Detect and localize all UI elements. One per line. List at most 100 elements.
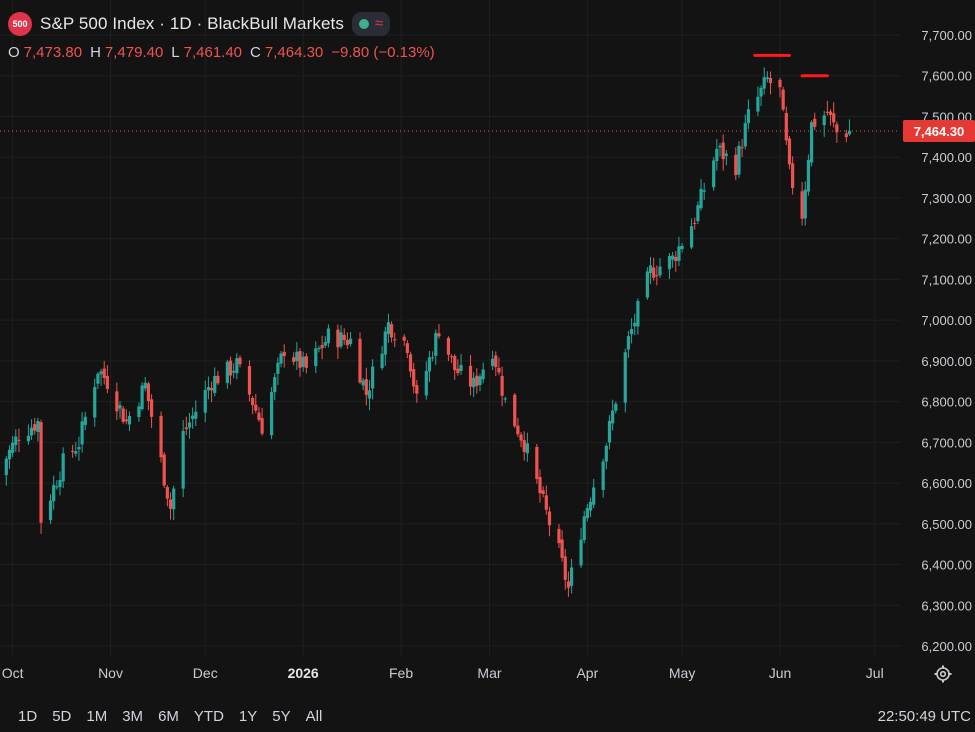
candle-body <box>235 358 239 374</box>
candle-body <box>96 373 100 384</box>
y-tick-label: 7,300.00 <box>921 191 972 206</box>
candle-body <box>14 436 18 446</box>
candle-body <box>803 189 807 219</box>
candle-body <box>689 226 694 248</box>
candle-body <box>251 398 255 406</box>
candle-body <box>475 375 479 386</box>
candle-body <box>655 275 659 277</box>
range-5d-button[interactable]: 5D <box>52 707 72 725</box>
symbol-badge[interactable]: 500 <box>8 12 32 36</box>
time-axis[interactable]: Oct Nov Dec 2026 Feb Mar Apr May Jun Jul <box>2 665 884 681</box>
candle-body <box>162 454 166 486</box>
candle-body <box>513 394 517 427</box>
candle-body <box>579 539 583 566</box>
y-tick-label: 7,600.00 <box>921 69 972 84</box>
candle-body <box>721 142 725 160</box>
candle-body <box>260 418 264 434</box>
candle-body <box>276 362 280 374</box>
high-value: 7,479.40 <box>104 44 164 61</box>
candle-body <box>743 123 747 147</box>
candle-body <box>80 421 84 445</box>
candle-body <box>301 356 305 367</box>
utc-clock[interactable]: 22:50:49 UTC <box>877 707 971 725</box>
candle-body <box>806 159 811 192</box>
candle-body <box>614 403 618 411</box>
candle-body <box>17 439 21 441</box>
candle-body <box>127 415 132 425</box>
symbol-title[interactable]: S&P 500 Index · 1D · BlackBull Markets <box>40 14 344 33</box>
candle-body <box>566 581 571 588</box>
low-value: 7,461.40 <box>183 44 243 61</box>
candle-body <box>629 329 634 335</box>
x-tick-label: Mar <box>477 665 501 681</box>
y-tick-label: 6,800.00 <box>921 395 972 410</box>
candle-body <box>225 361 229 384</box>
range-1y-button[interactable]: 1Y <box>238 707 258 725</box>
settings-gear-icon[interactable] <box>933 664 953 684</box>
last-price-tag: 7,464.30 <box>903 120 975 142</box>
range-5y-button[interactable]: 5Y <box>272 707 291 725</box>
candle-body <box>544 495 548 510</box>
candle-body <box>121 408 125 422</box>
candle-body <box>437 333 441 337</box>
candle-body <box>304 356 308 368</box>
candle-body <box>269 392 274 436</box>
candle-body <box>712 160 716 188</box>
range-selector: 1D 5D 1M 3M 6M YTD 1Y 5Y All <box>18 708 322 725</box>
candles <box>4 67 852 597</box>
candle-body <box>143 382 147 389</box>
candle-body <box>358 338 362 383</box>
candle-body <box>560 539 564 558</box>
y-tick-label: 6,900.00 <box>921 354 972 369</box>
market-status-pill[interactable]: ≈ <box>351 12 391 36</box>
candle-body <box>172 488 176 510</box>
candle-body <box>541 490 545 494</box>
candle-body <box>809 122 814 163</box>
candle-body <box>279 353 283 364</box>
candle-body <box>48 500 53 520</box>
range-all-button[interactable]: All <box>305 707 323 725</box>
range-6m-button[interactable]: 6M <box>158 707 179 725</box>
candle-body <box>380 353 384 368</box>
candle-body <box>746 109 751 124</box>
candle-body <box>832 113 836 123</box>
range-1m-button[interactable]: 1M <box>86 707 108 725</box>
candle-body <box>696 205 700 222</box>
range-ytd-button[interactable]: YTD <box>193 707 224 725</box>
price-chart[interactable]: 6,200.00 6,300.00 6,400.00 6,500.00 6,600.00… <box>0 0 975 700</box>
candle-body <box>55 486 59 488</box>
candle-body <box>648 265 653 274</box>
candle-body <box>652 267 656 278</box>
candle-body <box>715 148 719 162</box>
candle-body <box>607 420 612 443</box>
candle-body <box>393 339 397 341</box>
y-tick-label: 6,400.00 <box>921 558 972 573</box>
candle-body <box>146 383 151 402</box>
candle-body <box>525 443 529 454</box>
candle-body <box>844 133 848 138</box>
candle-body <box>412 369 416 387</box>
candle-body <box>326 328 331 344</box>
candle-body <box>472 377 476 388</box>
candle-body <box>604 445 608 462</box>
candle-body <box>636 301 640 327</box>
range-3m-button[interactable]: 3M <box>122 707 144 725</box>
candle-body <box>295 351 299 362</box>
x-tick-label: Feb <box>389 665 413 681</box>
candle-body <box>216 375 220 384</box>
candle-body <box>671 255 675 260</box>
candle-body <box>124 419 128 422</box>
candle-body <box>459 364 463 371</box>
y-tick-label: 6,600.00 <box>921 476 972 491</box>
candle-body <box>453 355 457 371</box>
candle-body <box>787 138 792 165</box>
candle-body <box>187 422 192 428</box>
candle-body <box>102 368 106 379</box>
price-axis[interactable]: 6,200.00 6,300.00 6,400.00 6,500.00 6,600.00… <box>921 28 972 654</box>
candle-body <box>835 124 839 133</box>
candle-body <box>58 480 62 488</box>
candle-body <box>181 430 185 489</box>
candle-body <box>737 145 741 175</box>
candle-body <box>415 385 419 394</box>
range-1d-button[interactable]: 1D <box>18 707 38 725</box>
